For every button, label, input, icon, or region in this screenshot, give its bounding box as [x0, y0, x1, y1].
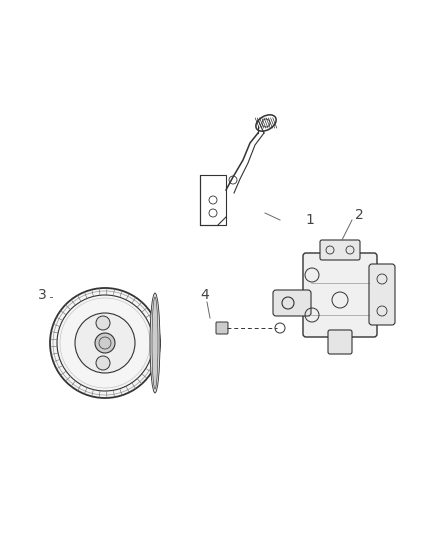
- FancyBboxPatch shape: [273, 290, 311, 316]
- Circle shape: [95, 333, 115, 353]
- Ellipse shape: [150, 293, 160, 393]
- FancyBboxPatch shape: [216, 322, 228, 334]
- Text: 2: 2: [355, 208, 364, 222]
- Ellipse shape: [152, 297, 158, 389]
- FancyBboxPatch shape: [369, 264, 395, 325]
- Circle shape: [50, 288, 160, 398]
- Circle shape: [96, 316, 110, 330]
- Text: 3: 3: [38, 288, 47, 302]
- Circle shape: [96, 356, 110, 370]
- FancyBboxPatch shape: [303, 253, 377, 337]
- FancyBboxPatch shape: [320, 240, 360, 260]
- Circle shape: [75, 313, 135, 373]
- Text: 1: 1: [305, 213, 314, 227]
- FancyBboxPatch shape: [328, 330, 352, 354]
- Text: 4: 4: [200, 288, 209, 302]
